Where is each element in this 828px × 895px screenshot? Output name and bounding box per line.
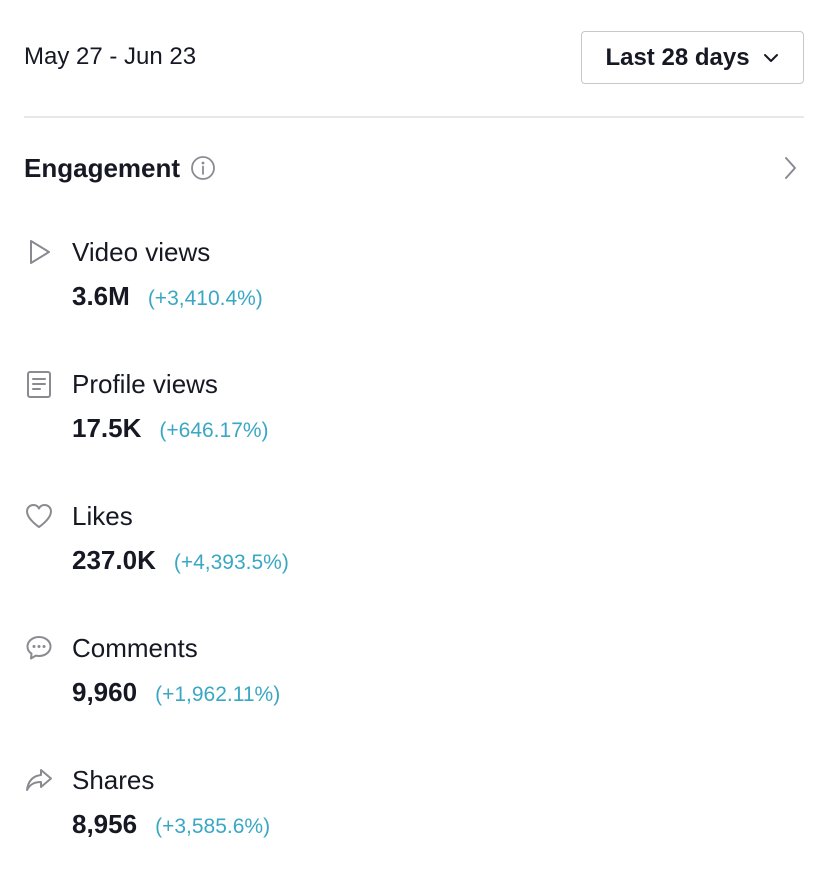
metric-value: 3.6M: [72, 281, 130, 311]
share-icon: [26, 769, 52, 791]
info-icon[interactable]: [190, 155, 216, 181]
engagement-header[interactable]: Engagement: [24, 146, 804, 190]
metric-comments: Comments 9,960 (+1,962.11%): [24, 629, 804, 729]
metric-values: 17.5K (+646.17%): [72, 413, 269, 444]
metric-values: 8,956 (+3,585.6%): [72, 809, 270, 840]
metric-change: (+3,410.4%): [147, 287, 263, 310]
top-bar: May 27 - Jun 23 Last 28 days: [24, 0, 804, 118]
period-dropdown[interactable]: Last 28 days: [581, 31, 804, 84]
metric-values: 237.0K (+4,393.5%): [72, 545, 289, 576]
metric-value: 8,956: [72, 809, 138, 839]
metric-label: Profile views: [72, 369, 218, 399]
metric-video-views: Video views 3.6M (+3,410.4%): [24, 233, 804, 333]
metric-change: (+646.17%): [159, 419, 269, 442]
date-range-label: May 27 - Jun 23: [24, 43, 197, 70]
metric-value: 9,960: [72, 677, 138, 707]
metric-likes: Likes 237.0K (+4,393.5%): [24, 497, 804, 597]
metric-label: Comments: [72, 633, 198, 663]
metric-profile-views: Profile views 17.5K (+646.17%): [24, 365, 804, 465]
document-icon: [27, 371, 51, 398]
metric-values: 9,960 (+1,962.11%): [72, 677, 280, 708]
heart-icon: [26, 504, 52, 528]
metric-change: (+4,393.5%): [173, 551, 289, 574]
metric-label: Likes: [72, 501, 133, 531]
metric-change: (+1,962.11%): [155, 683, 281, 706]
chevron-down-icon: [763, 53, 778, 62]
metric-label: Video views: [72, 237, 211, 267]
metric-value: 17.5K: [72, 413, 142, 443]
period-dropdown-label: Last 28 days: [605, 43, 750, 71]
chevron-right-icon[interactable]: [780, 154, 800, 182]
metric-values: 3.6M (+3,410.4%): [72, 281, 263, 312]
section-title: Engagement: [24, 152, 181, 183]
metric-label: Shares: [72, 765, 155, 795]
play-icon: [30, 240, 50, 264]
metric-change: (+3,585.6%): [155, 815, 271, 838]
comment-icon: [26, 636, 52, 660]
metric-value: 237.0K: [72, 545, 156, 575]
metric-shares: Shares 8,956 (+3,585.6%): [24, 761, 804, 861]
